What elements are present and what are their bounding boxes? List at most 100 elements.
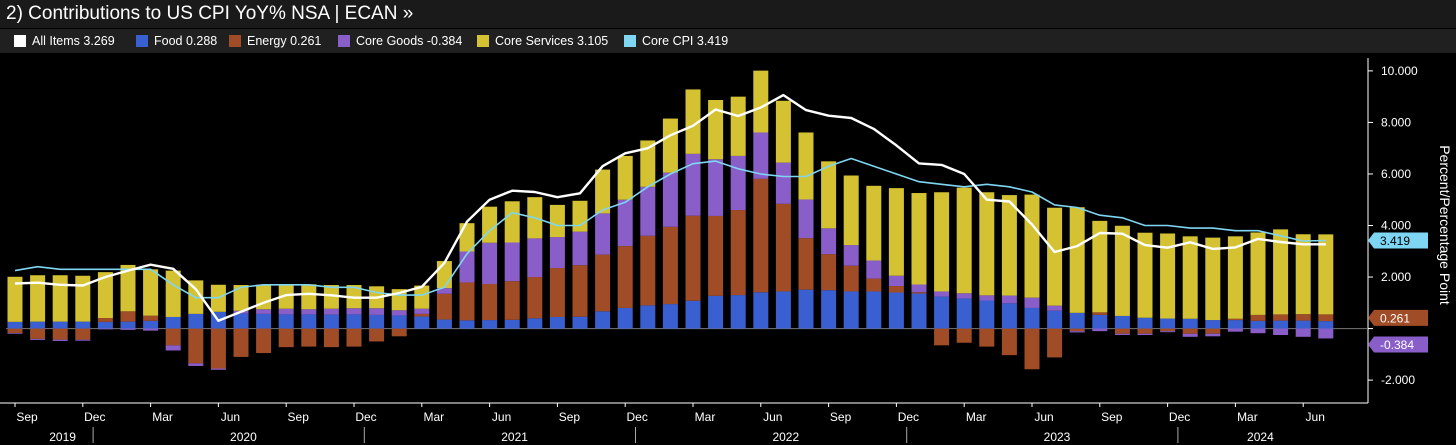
bar-energy bbox=[369, 328, 385, 342]
x-tick-label: Jun bbox=[1034, 410, 1053, 424]
legend-item-all-items[interactable]: All Items 3.269 bbox=[14, 34, 115, 48]
bar-energy bbox=[1024, 328, 1040, 370]
bar-core-services bbox=[414, 285, 430, 309]
bar-energy bbox=[7, 328, 23, 333]
bar-energy bbox=[75, 328, 91, 340]
bar-energy bbox=[459, 282, 475, 321]
bar-food bbox=[866, 291, 882, 329]
bar-food bbox=[1114, 315, 1130, 329]
bar-energy bbox=[504, 281, 520, 320]
bar-food bbox=[1001, 303, 1017, 329]
bar-food bbox=[369, 314, 385, 329]
y-tick-label: 8.000 bbox=[1381, 115, 1411, 129]
bar-energy bbox=[549, 268, 565, 317]
legend-item-food[interactable]: Food 0.288 bbox=[136, 34, 217, 48]
bar-energy bbox=[866, 278, 882, 292]
bar-core-goods bbox=[1205, 333, 1221, 337]
bar-food bbox=[504, 319, 520, 329]
bar-energy bbox=[595, 254, 611, 312]
bar-core-goods bbox=[436, 288, 452, 294]
bar-core-services bbox=[843, 175, 859, 246]
bar-energy bbox=[1047, 328, 1063, 358]
bar-core-services bbox=[120, 264, 136, 312]
bar-food bbox=[662, 304, 678, 329]
bar-core-services bbox=[1024, 194, 1040, 298]
legend-swatch-core-cpi bbox=[624, 35, 636, 47]
bar-food bbox=[640, 305, 656, 329]
year-label: 2020 bbox=[230, 430, 257, 444]
legend-swatch-core-services bbox=[477, 35, 489, 47]
bar-food bbox=[391, 315, 407, 329]
bar-food bbox=[256, 313, 272, 329]
bar-core-goods bbox=[323, 308, 339, 315]
bar-core-goods bbox=[911, 284, 927, 293]
bar-food bbox=[708, 295, 724, 329]
legend-item-core-cpi[interactable]: Core CPI 3.419 bbox=[624, 34, 728, 48]
bar-core-services bbox=[1295, 234, 1311, 315]
legend-label-core-goods: Core Goods -0.384 bbox=[356, 34, 463, 48]
bar-core-services bbox=[1160, 233, 1176, 319]
legend-swatch-food bbox=[136, 35, 148, 47]
bar-core-goods bbox=[1047, 305, 1063, 311]
bar-core-services bbox=[798, 132, 814, 200]
bar-energy bbox=[798, 238, 814, 290]
bar-core-goods bbox=[753, 132, 769, 179]
x-tick-label: Sep bbox=[559, 410, 581, 424]
legend-label-energy: Energy 0.261 bbox=[247, 34, 322, 48]
bar-core-services bbox=[595, 169, 611, 214]
bar-core-goods bbox=[30, 338, 46, 340]
bar-energy bbox=[730, 210, 746, 296]
x-tick-label: Mar bbox=[966, 410, 987, 424]
bar-food bbox=[143, 320, 159, 329]
y-tick-label: 10.000 bbox=[1381, 64, 1418, 78]
legend-item-core-services[interactable]: Core Services 3.105 bbox=[477, 34, 608, 48]
bar-core-goods bbox=[97, 328, 113, 330]
line-core-cpi bbox=[14, 157, 1326, 299]
bar-core-services bbox=[323, 285, 339, 309]
bar-food bbox=[1250, 320, 1266, 329]
bar-core-goods bbox=[1001, 295, 1017, 304]
bar-core-goods bbox=[7, 332, 23, 334]
bars-group bbox=[7, 70, 1334, 370]
bar-core-services bbox=[75, 275, 91, 322]
value-badge: 3.419 bbox=[1368, 232, 1428, 249]
bar-core-services bbox=[482, 206, 498, 243]
bar-food bbox=[75, 321, 91, 329]
bar-core-services bbox=[1250, 232, 1266, 315]
bar-core-services bbox=[1114, 225, 1130, 316]
bar-energy bbox=[414, 313, 430, 317]
bar-core-goods bbox=[821, 228, 837, 255]
bar-energy bbox=[1273, 314, 1289, 321]
legend-item-energy[interactable]: Energy 0.261 bbox=[229, 34, 321, 48]
bar-core-goods bbox=[617, 199, 633, 247]
bar-food bbox=[436, 319, 452, 329]
bar-energy bbox=[97, 318, 113, 322]
bar-energy bbox=[188, 328, 204, 364]
bar-energy bbox=[301, 328, 317, 347]
bar-core-services bbox=[7, 276, 23, 322]
x-tick-label: Mar bbox=[423, 410, 444, 424]
bar-core-goods bbox=[572, 231, 588, 266]
bar-food bbox=[1137, 317, 1153, 329]
bar-food bbox=[7, 321, 23, 329]
bar-core-goods bbox=[143, 328, 159, 331]
bar-energy bbox=[572, 265, 588, 317]
bar-energy bbox=[30, 328, 46, 339]
bar-food bbox=[911, 293, 927, 329]
value-badge: -0.384 bbox=[1368, 336, 1428, 353]
bar-core-goods bbox=[708, 159, 724, 216]
bar-food bbox=[301, 314, 317, 329]
bar-energy bbox=[979, 328, 995, 347]
y-tick-label: 6.000 bbox=[1381, 167, 1411, 181]
x-tick-label: Jun bbox=[763, 410, 782, 424]
bar-food bbox=[1227, 320, 1243, 329]
bar-core-goods bbox=[391, 310, 407, 316]
bar-food bbox=[1318, 321, 1334, 329]
bar-core-goods bbox=[482, 242, 498, 284]
bar-core-goods bbox=[1114, 333, 1130, 336]
legend-item-core-goods[interactable]: Core Goods -0.384 bbox=[338, 34, 462, 48]
x-tick-label: Sep bbox=[288, 410, 310, 424]
bar-core-goods bbox=[1250, 328, 1266, 334]
title-bar: 2) Contributions to US CPI YoY% NSA | EC… bbox=[0, 0, 1456, 28]
bar-core-goods bbox=[1318, 328, 1334, 339]
